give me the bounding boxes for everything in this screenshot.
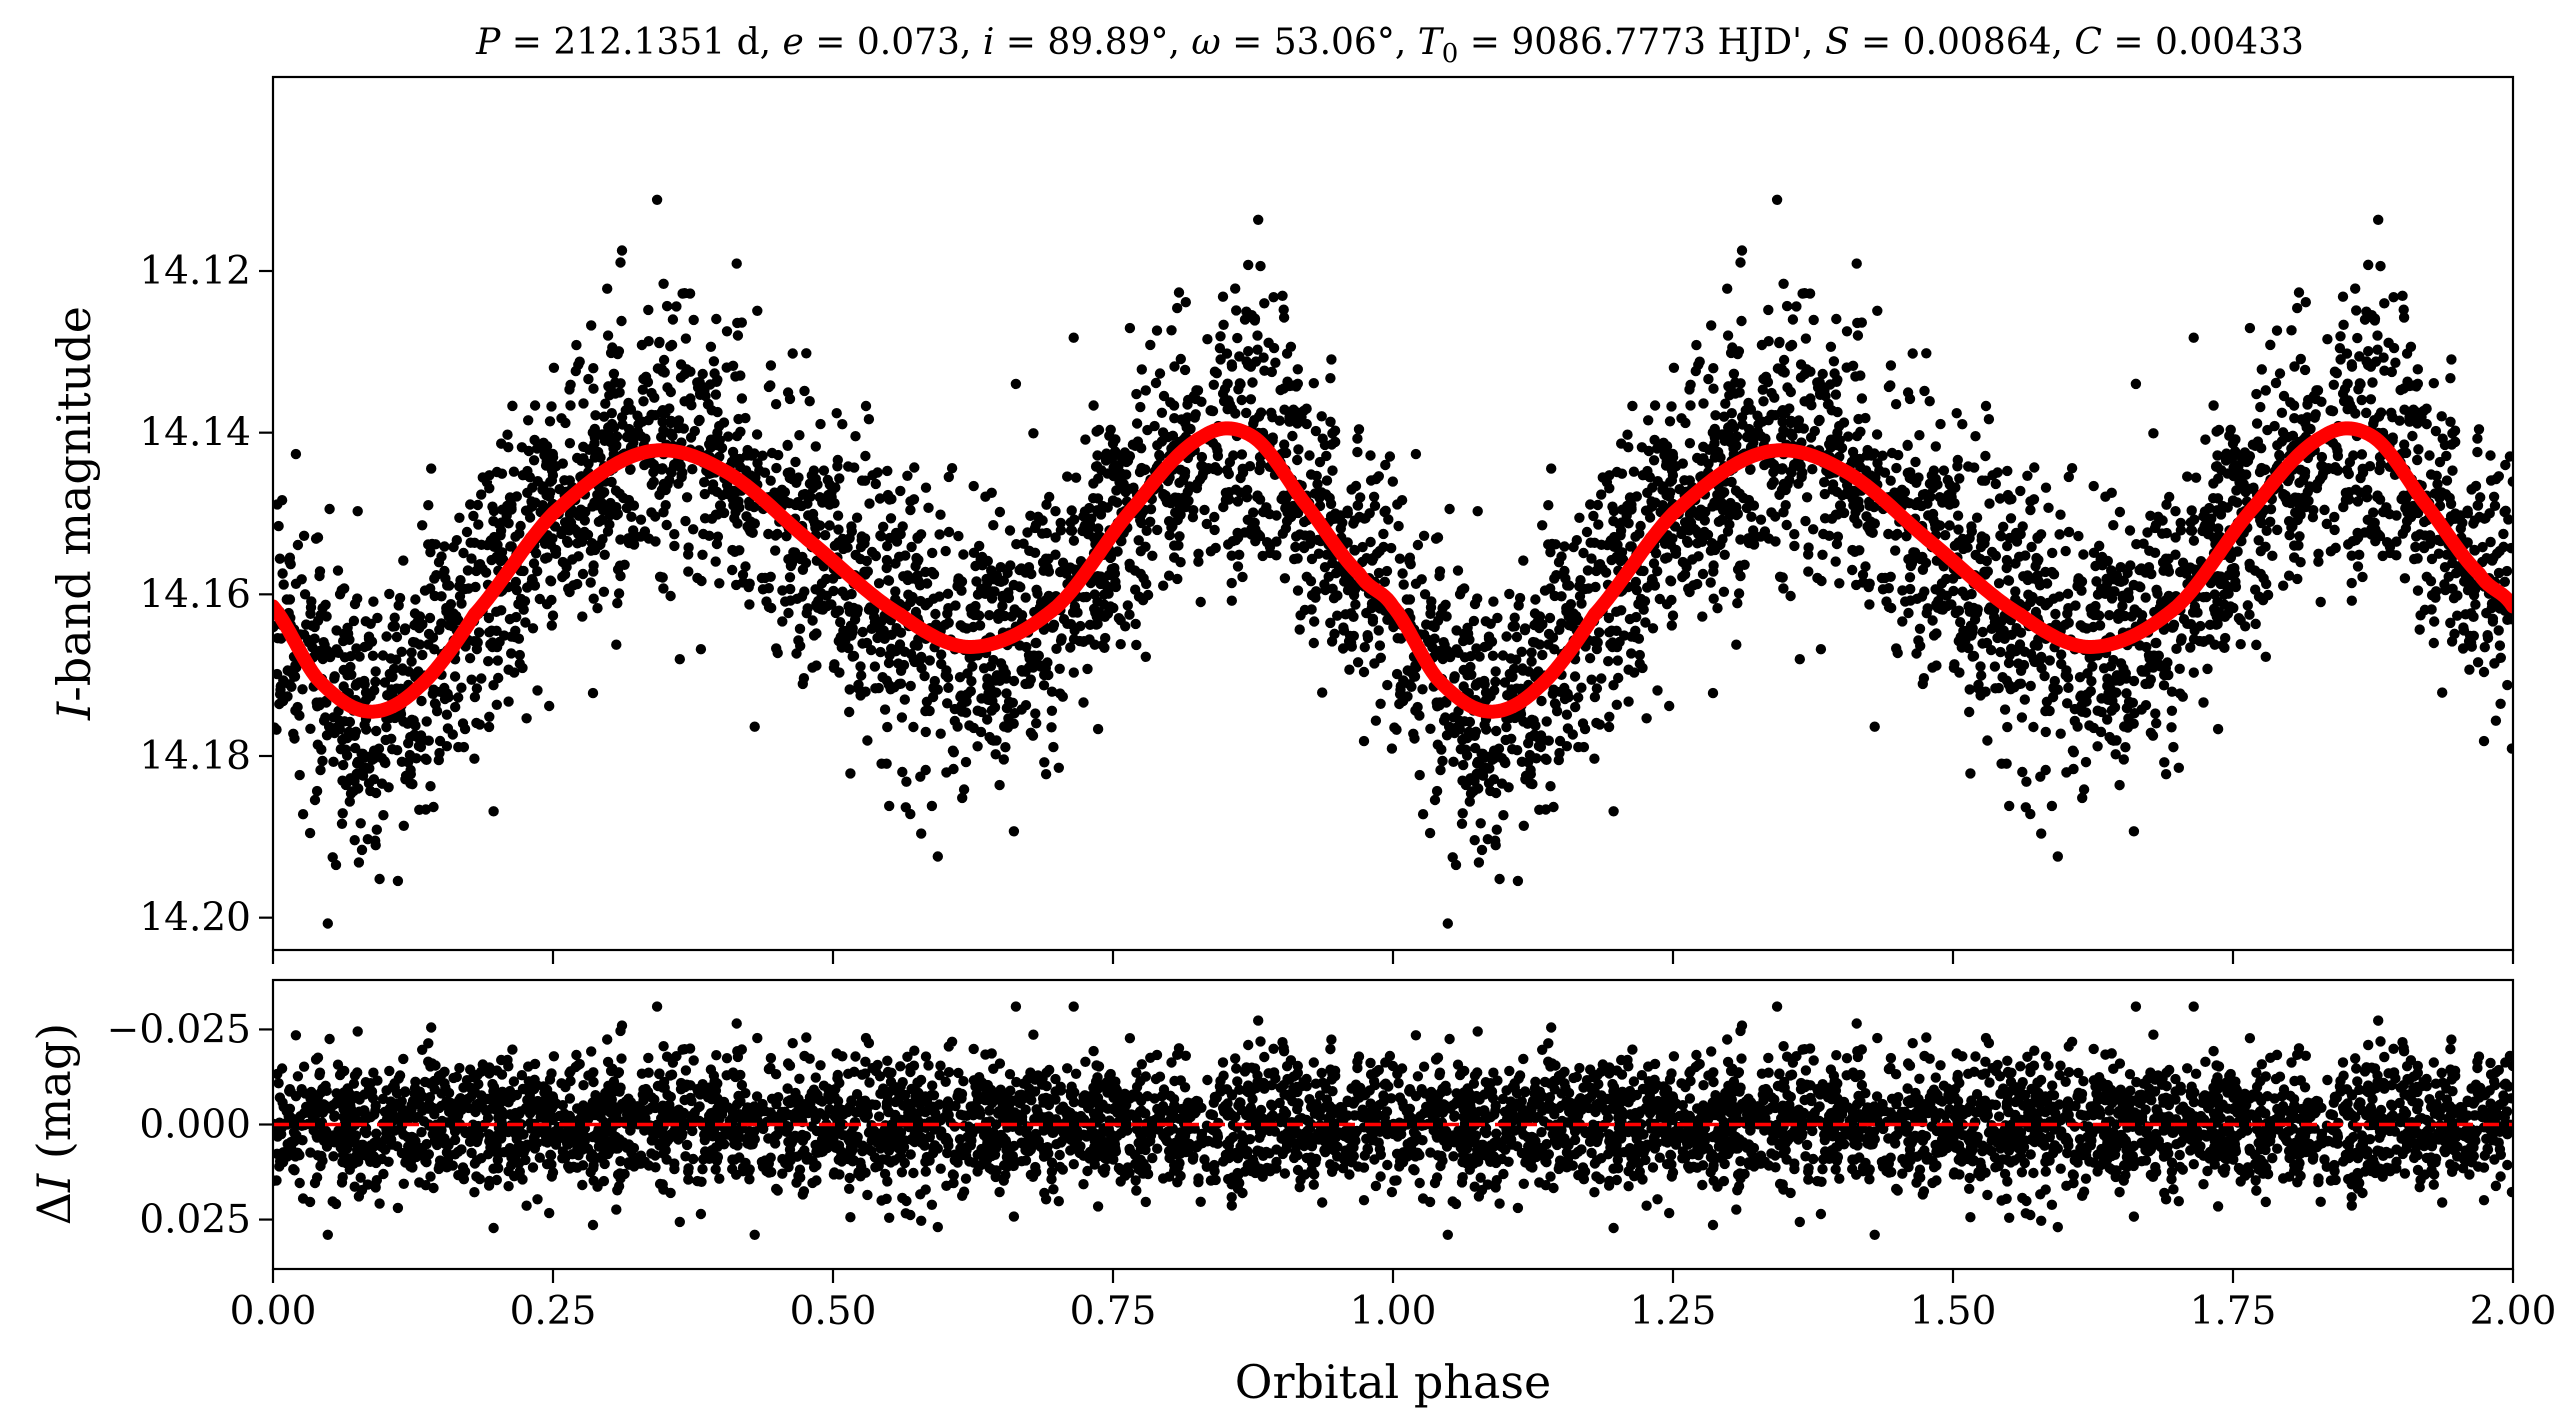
x-tick-label: 2.00 <box>2470 1289 2557 1334</box>
x-tick-label: 0.00 <box>230 1289 317 1334</box>
chart-title: P = 212.1351 d, e = 0.073, i = 89.89°, ω… <box>475 22 2304 69</box>
y-tick-label: 14.12 <box>139 249 251 294</box>
x-tick-label: 1.25 <box>1630 1289 1717 1334</box>
x-tick-label: 0.75 <box>1070 1289 1157 1334</box>
y-tick-label: 0.025 <box>139 1198 251 1243</box>
x-tick-label: 0.50 <box>790 1289 877 1334</box>
y-tick-label: 14.18 <box>139 734 251 779</box>
x-tick-label: 1.75 <box>2190 1289 2277 1334</box>
x-tick-label: 1.50 <box>1910 1289 1997 1334</box>
y-tick-label: 14.20 <box>139 896 251 941</box>
y-tick-label: 14.16 <box>139 572 251 617</box>
x-tick-label: 0.25 <box>510 1289 597 1334</box>
bottom-y-axis-label: ΔI (mag) <box>27 1023 81 1225</box>
y-tick-label: 0.000 <box>139 1103 251 1148</box>
y-tick-label: 14.14 <box>139 411 251 456</box>
y-tick-label: −0.025 <box>107 1007 251 1052</box>
top-y-axis-label: I-band magnitude <box>47 306 101 721</box>
x-axis-label: Orbital phase <box>1235 1355 1551 1409</box>
x-tick-label: 1.00 <box>1350 1289 1437 1334</box>
